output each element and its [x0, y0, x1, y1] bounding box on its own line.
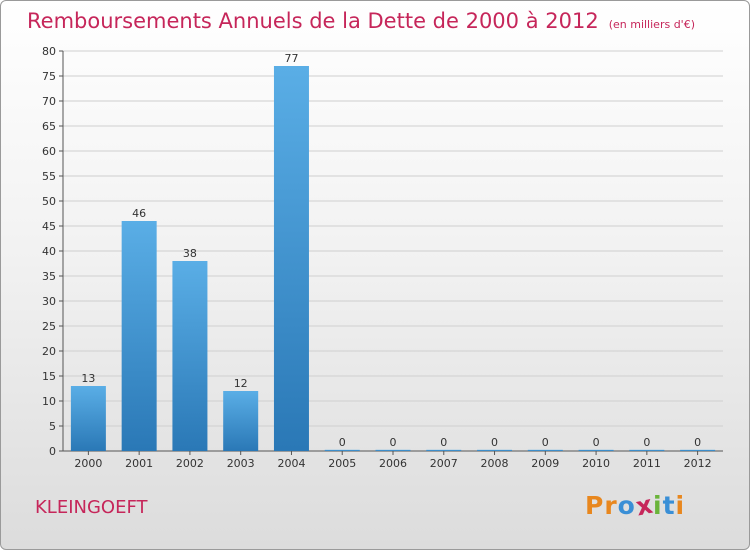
y-tick-label: 5	[49, 420, 56, 433]
chart-title: Remboursements Annuels de la Dette de 20…	[27, 9, 695, 33]
bar-2001	[121, 221, 157, 451]
x-tick-label: 2003	[227, 457, 255, 470]
y-tick-label: 60	[42, 145, 56, 158]
x-tick-label: 2007	[430, 457, 458, 470]
title-text: Remboursements Annuels de la Dette de 20…	[27, 9, 599, 33]
data-label: 0	[390, 436, 397, 449]
logo-letter: P	[585, 491, 605, 520]
bar-2010	[578, 449, 614, 451]
logo-letter: t	[662, 491, 676, 520]
data-label: 0	[339, 436, 346, 449]
data-label: 13	[81, 372, 95, 385]
bar-2007	[426, 449, 462, 451]
x-tick-label: 2002	[176, 457, 204, 470]
bar-2008	[477, 449, 513, 451]
data-label: 0	[694, 436, 701, 449]
x-tick-label: 2009	[531, 457, 559, 470]
bar-2011	[629, 449, 665, 451]
data-label: 12	[234, 377, 248, 390]
x-tick-label: 2000	[74, 457, 102, 470]
y-tick-label: 80	[42, 45, 56, 58]
x-tick-label: 2012	[684, 457, 712, 470]
data-label: 77	[284, 52, 298, 65]
bar-2012	[680, 449, 716, 451]
proxiti-logo: Proxiti	[585, 490, 686, 522]
logo-letter: i	[653, 491, 663, 520]
logo-letter: i	[675, 491, 686, 520]
x-tick-label: 2006	[379, 457, 407, 470]
y-tick-label: 50	[42, 195, 56, 208]
bar-2002	[172, 261, 208, 451]
y-tick-label: 20	[42, 345, 56, 358]
x-tick-label: 2011	[633, 457, 661, 470]
data-label: 0	[643, 436, 650, 449]
bar-2003	[223, 391, 259, 451]
bar-2000	[70, 386, 106, 451]
bar-2006	[375, 449, 411, 451]
logo-letter: r	[604, 491, 618, 520]
y-tick-label: 45	[42, 220, 56, 233]
y-tick-label: 30	[42, 295, 56, 308]
data-label: 0	[593, 436, 600, 449]
bar-2009	[527, 449, 563, 451]
y-tick-label: 10	[42, 395, 56, 408]
data-label: 46	[132, 207, 146, 220]
y-tick-label: 35	[42, 270, 56, 283]
y-tick-label: 15	[42, 370, 56, 383]
y-tick-label: 65	[42, 120, 56, 133]
x-tick-label: 2005	[328, 457, 356, 470]
data-label: 0	[491, 436, 498, 449]
bar-2004	[273, 66, 309, 451]
bar-2005	[324, 449, 360, 451]
x-tick-label: 2010	[582, 457, 610, 470]
y-tick-label: 0	[49, 445, 56, 458]
logo-letter: o	[617, 491, 636, 520]
town-name: KLEINGOEFT	[35, 497, 148, 518]
data-label: 0	[542, 436, 549, 449]
x-tick-label: 2001	[125, 457, 153, 470]
x-tick-label: 2004	[277, 457, 305, 470]
y-tick-label: 70	[42, 95, 56, 108]
y-tick-label: 40	[42, 245, 56, 258]
y-tick-label: 25	[42, 320, 56, 333]
x-tick-label: 2008	[481, 457, 509, 470]
chart-subtitle: (en milliers d'€)	[608, 18, 695, 31]
data-label: 0	[440, 436, 447, 449]
data-label: 38	[183, 247, 197, 260]
y-tick-label: 75	[42, 70, 56, 83]
y-tick-label: 55	[42, 170, 56, 183]
